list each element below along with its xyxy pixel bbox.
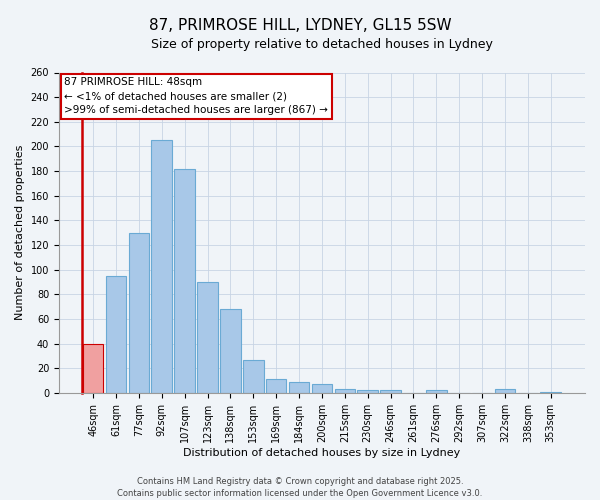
Bar	[289, 382, 310, 393]
Bar	[106, 276, 126, 393]
Y-axis label: Number of detached properties: Number of detached properties	[15, 145, 25, 320]
Bar	[197, 282, 218, 393]
Bar	[335, 389, 355, 393]
Bar	[541, 392, 561, 393]
Bar	[426, 390, 446, 393]
Bar	[358, 390, 378, 393]
Bar	[311, 384, 332, 393]
Bar	[266, 380, 286, 393]
Text: Contains HM Land Registry data © Crown copyright and database right 2025.
Contai: Contains HM Land Registry data © Crown c…	[118, 476, 482, 498]
Text: 87 PRIMROSE HILL: 48sqm
← <1% of detached houses are smaller (2)
>99% of semi-de: 87 PRIMROSE HILL: 48sqm ← <1% of detache…	[64, 78, 328, 116]
Bar	[128, 232, 149, 393]
Bar	[151, 140, 172, 393]
X-axis label: Distribution of detached houses by size in Lydney: Distribution of detached houses by size …	[184, 448, 461, 458]
Text: 87, PRIMROSE HILL, LYDNEY, GL15 5SW: 87, PRIMROSE HILL, LYDNEY, GL15 5SW	[149, 18, 451, 32]
Bar	[243, 360, 263, 393]
Title: Size of property relative to detached houses in Lydney: Size of property relative to detached ho…	[151, 38, 493, 51]
Bar	[175, 168, 195, 393]
Bar	[495, 389, 515, 393]
Bar	[83, 344, 103, 393]
Bar	[380, 390, 401, 393]
Bar	[220, 309, 241, 393]
